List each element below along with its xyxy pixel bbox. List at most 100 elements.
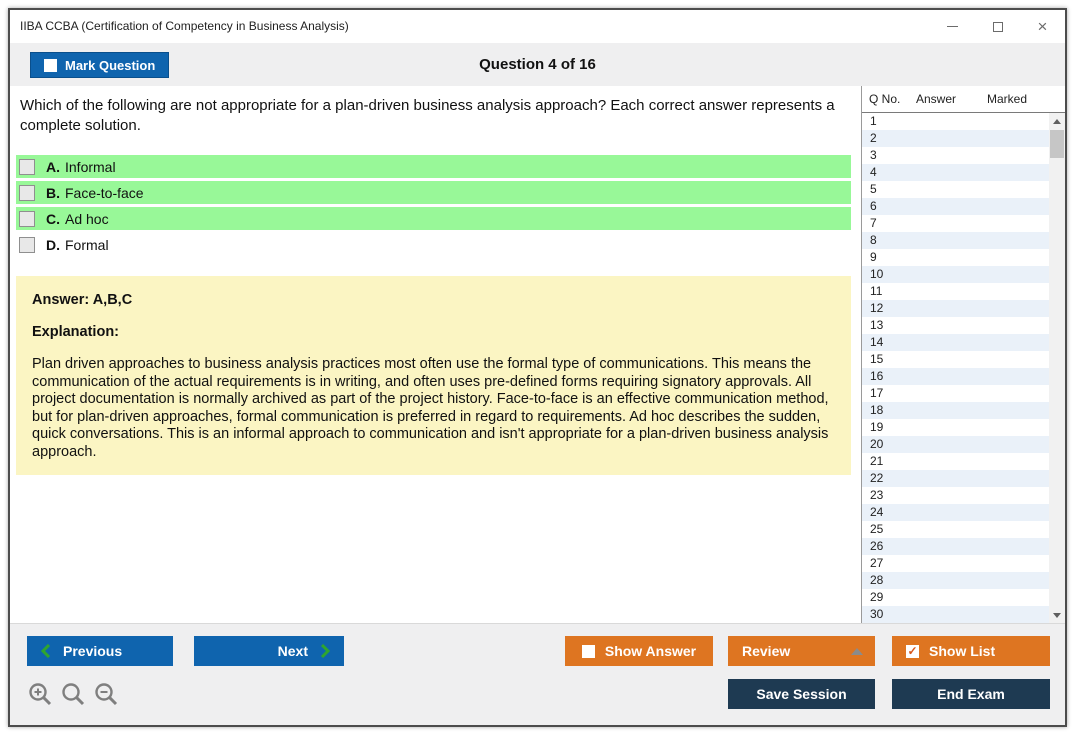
question-list-row[interactable]: 7	[862, 215, 1049, 232]
option-text: Ad hoc	[65, 210, 109, 227]
end-exam-button[interactable]: End Exam	[892, 679, 1050, 709]
question-list-row[interactable]: 13	[862, 317, 1049, 334]
column-answer: Answer	[916, 92, 957, 106]
question-list-row[interactable]: 6	[862, 198, 1049, 215]
chevron-right-icon	[320, 644, 330, 658]
question-list-row[interactable]: 21	[862, 453, 1049, 470]
question-text: Which of the following are not appropria…	[20, 97, 835, 134]
mark-question-checkbox[interactable]	[44, 58, 57, 72]
minimize-icon	[947, 26, 958, 27]
window-controls: ×	[930, 10, 1065, 43]
maximize-button[interactable]	[975, 10, 1020, 43]
question-list-row[interactable]: 9	[862, 249, 1049, 266]
question-list-row[interactable]: 23	[862, 487, 1049, 504]
list-scrollbar[interactable]	[1049, 113, 1065, 623]
question-list-sidebar: Q No. Answer Marked 1 2 3 4 5 6 7 8 9 10 11 12 13 14 1…	[861, 86, 1065, 623]
app-window: IIBA CCBA (Certification of Competency i…	[8, 8, 1067, 727]
question-list-row[interactable]: 30	[862, 606, 1049, 623]
question-list-row[interactable]: 29	[862, 589, 1049, 606]
mark-question-label: Mark Question	[65, 57, 156, 73]
review-label: Review	[742, 643, 791, 659]
option-c-checkbox[interactable]	[19, 210, 35, 227]
question-list-row[interactable]: 11	[862, 283, 1049, 300]
header-strip: Mark Question Question 4 of 16	[10, 43, 1065, 86]
option-b[interactable]: B. Face-to-face	[16, 181, 851, 204]
question-list-row[interactable]: 1	[862, 113, 1049, 130]
window-title: IIBA CCBA (Certification of Competency i…	[20, 19, 349, 33]
scroll-down-icon[interactable]	[1049, 607, 1065, 623]
option-letter: D.	[46, 236, 60, 253]
options-list: A. Informal B. Face-to-face C. Ad hoc D.…	[16, 155, 851, 256]
question-list-row[interactable]: 26	[862, 538, 1049, 555]
question-list-row[interactable]: 15	[862, 351, 1049, 368]
question-list-row[interactable]: 3	[862, 147, 1049, 164]
question-counter: Question 4 of 16	[479, 56, 596, 73]
close-button[interactable]: ×	[1020, 10, 1065, 43]
question-list-row[interactable]: 12	[862, 300, 1049, 317]
question-list-row[interactable]: 8	[862, 232, 1049, 249]
question-list-row[interactable]: 20	[862, 436, 1049, 453]
column-marked: Marked	[987, 92, 1028, 106]
question-list-row[interactable]: 27	[862, 555, 1049, 572]
previous-button[interactable]: Previous	[27, 636, 173, 666]
mark-question-button[interactable]: Mark Question	[30, 52, 170, 78]
title-bar: IIBA CCBA (Certification of Competency i…	[10, 10, 1065, 43]
save-session-button[interactable]: Save Session	[728, 679, 875, 709]
scrollbar-thumb[interactable]	[1050, 130, 1064, 158]
question-panel: Which of the following are not appropria…	[10, 86, 861, 623]
zoom-in-icon[interactable]	[28, 682, 54, 708]
chevron-left-icon	[41, 644, 51, 658]
review-dropdown-button[interactable]: Review	[728, 636, 875, 666]
question-list-row[interactable]: 24	[862, 504, 1049, 521]
previous-label: Previous	[63, 643, 123, 659]
question-list-row[interactable]: 18	[862, 402, 1049, 419]
scroll-up-icon[interactable]	[1049, 113, 1065, 129]
show-answer-checkbox[interactable]	[581, 644, 595, 658]
option-letter: B.	[46, 184, 60, 201]
option-text: Face-to-face	[65, 184, 144, 201]
question-list-row[interactable]: 14	[862, 334, 1049, 351]
show-answer-label: Show Answer	[604, 643, 697, 659]
option-letter: A.	[46, 158, 60, 175]
option-letter: C.	[46, 210, 60, 227]
question-list-body-wrap: 1 2 3 4 5 6 7 8 9 10 11 12 13 14 15 16 17 18 19 20 21 22 23 24 2…	[862, 113, 1065, 623]
option-c[interactable]: C. Ad hoc	[16, 207, 851, 230]
question-list-row[interactable]: 17	[862, 385, 1049, 402]
checkmark-icon: ✓	[907, 644, 918, 658]
question-list-row[interactable]: 2	[862, 130, 1049, 147]
explanation-body: Plan driven approaches to business analy…	[32, 356, 829, 460]
question-list-row[interactable]: 16	[862, 368, 1049, 385]
next-button[interactable]: Next	[194, 636, 344, 666]
option-text: Formal	[65, 236, 109, 253]
explanation-panel: Answer: A,B,C Explanation: Plan driven a…	[16, 276, 851, 475]
footer-bar: Previous Next Show Answer Review ✓ Show …	[10, 623, 1065, 725]
zoom-toolbar	[28, 682, 120, 708]
option-a[interactable]: A. Informal	[16, 155, 851, 178]
question-list-row[interactable]: 25	[862, 521, 1049, 538]
show-list-label: Show List	[929, 643, 996, 659]
zoom-reset-icon[interactable]	[61, 682, 87, 708]
show-list-button[interactable]: ✓ Show List	[892, 636, 1050, 666]
zoom-out-icon[interactable]	[94, 682, 120, 708]
content-area: Which of the following are not appropria…	[10, 86, 1065, 623]
option-d[interactable]: D. Formal	[16, 233, 851, 256]
question-list-header: Q No. Answer Marked	[862, 86, 1065, 113]
question-list-row[interactable]: 5	[862, 181, 1049, 198]
next-label: Next	[277, 643, 308, 659]
option-a-checkbox[interactable]	[19, 158, 35, 175]
column-qno: Q No.	[869, 92, 901, 106]
question-list-row[interactable]: 4	[862, 164, 1049, 181]
question-list-row[interactable]: 28	[862, 572, 1049, 589]
triangle-up-icon	[851, 648, 863, 655]
question-list-row[interactable]: 19	[862, 419, 1049, 436]
option-b-checkbox[interactable]	[19, 184, 35, 201]
minimize-button[interactable]	[930, 10, 975, 43]
question-list-row[interactable]: 10	[862, 266, 1049, 283]
show-answer-button[interactable]: Show Answer	[565, 636, 713, 666]
question-list-row[interactable]: 22	[862, 470, 1049, 487]
close-icon: ×	[1037, 17, 1048, 36]
option-d-checkbox[interactable]	[19, 236, 35, 253]
show-list-checkbox[interactable]: ✓	[906, 644, 919, 658]
save-session-label: Save Session	[756, 686, 847, 702]
question-list-body: 1 2 3 4 5 6 7 8 9 10 11 12 13 14 15 16 17 18 19 20 21 22 23 24 2…	[862, 113, 1049, 623]
